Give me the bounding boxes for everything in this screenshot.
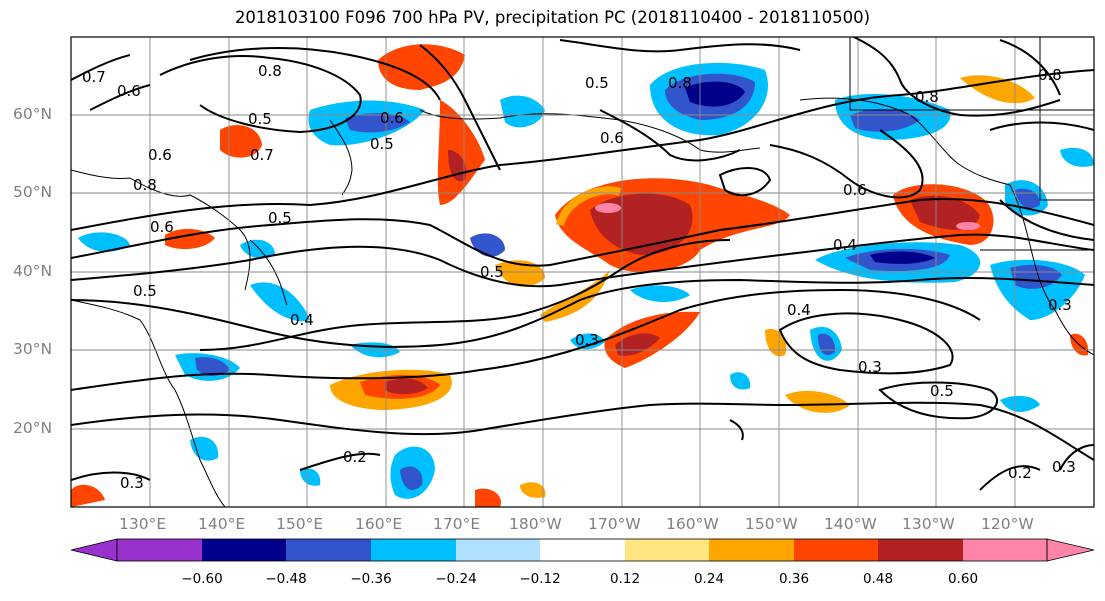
colorbar-segment [878, 539, 963, 561]
precipitation-shading [71, 44, 1094, 507]
colorbar-segment [963, 539, 1047, 561]
lat-label: 20°N [13, 419, 53, 437]
lon-label: 160°W [666, 515, 719, 533]
lon-label: 120°W [981, 515, 1034, 533]
contour-label: 0.7 [82, 68, 106, 86]
contour-label: 0.5 [248, 110, 272, 128]
contour-label: 0.6 [150, 218, 174, 236]
contour-label: 0.5 [370, 135, 394, 153]
colorbar-tick-label: −0.24 [435, 571, 477, 587]
contour-label: 0.5 [480, 263, 504, 281]
colorbar-segment [709, 539, 794, 561]
contour-label: 0.4 [833, 236, 857, 254]
contour-label: 0.6 [843, 181, 867, 199]
colorbar-tick-label: 0.48 [862, 571, 894, 587]
contour-label: 0.8 [668, 74, 692, 92]
contour-label: 0.6 [600, 129, 624, 147]
colorbar-extend-high [1046, 538, 1095, 562]
colorbar-segment [371, 539, 456, 561]
colorbar-tick-label: 0.36 [778, 571, 810, 587]
colorbar-segment [540, 539, 625, 561]
lon-label: 130°W [902, 515, 955, 533]
lat-label: 40°N [13, 262, 53, 280]
colorbar-segment [117, 539, 202, 561]
contour-label: 0.5 [930, 382, 954, 400]
lon-label: 180°W [509, 515, 562, 533]
contour-label: 0.8 [133, 176, 157, 194]
colorbar [70, 538, 1095, 562]
contour-label: 0.6 [117, 82, 141, 100]
contour-label: 0.5 [268, 209, 292, 227]
contour-label: 0.3 [120, 474, 144, 492]
contour-label: 0.3 [1052, 458, 1076, 476]
colorbar-tick-label: −0.36 [350, 571, 392, 587]
contour-label: 0.6 [380, 109, 404, 127]
lon-label: 140°E [198, 515, 246, 533]
lon-label: 150°E [276, 515, 324, 533]
contour-label: 0.6 [148, 146, 172, 164]
colorbar-extend-low [70, 538, 118, 562]
contour-label: 0.4 [290, 311, 314, 329]
colorbar-segment [456, 539, 540, 561]
lon-label: 140°W [824, 515, 877, 533]
pv-contours [71, 37, 1094, 491]
colorbar-tick-label: 0.12 [609, 571, 641, 587]
lat-label: 60°N [13, 105, 53, 123]
lon-label: 150°W [745, 515, 798, 533]
contour-label: 0.5 [585, 74, 609, 92]
contour-label: 0.8 [1038, 66, 1062, 84]
lon-label: 170°E [433, 515, 481, 533]
colorbar-frame [116, 538, 1048, 562]
coastlines [71, 37, 1094, 507]
colorbar-tick-label: 0.24 [693, 571, 725, 587]
colorbar-tick-label: −0.48 [265, 571, 307, 587]
colorbar-tick-label: 0.60 [947, 571, 979, 587]
lat-label: 30°N [13, 340, 53, 358]
contour-label: 0.3 [575, 331, 599, 349]
map-frame [70, 36, 1095, 508]
colorbar-segment [286, 539, 371, 561]
lon-label: 170°W [588, 515, 641, 533]
gridlines [71, 37, 1094, 507]
contour-label: 0.4 [787, 301, 811, 319]
colorbar-tick-label: −0.60 [181, 571, 223, 587]
contour-label: 0.8 [258, 62, 282, 80]
map-title: 2018103100 F096 700 hPa PV, precipitatio… [234, 8, 871, 27]
contour-label: 0.2 [1008, 464, 1032, 482]
contour-labels: 0.7 0.6 0.8 0.6 0.5 0.7 0.6 0.8 0.6 0.5 … [82, 62, 1076, 492]
map-plot-area: 0.7 0.6 0.8 0.6 0.5 0.7 0.6 0.8 0.6 0.5 … [71, 37, 1094, 507]
lat-label: 50°N [13, 183, 53, 201]
colorbar-segment [794, 539, 878, 561]
contour-label: 0.2 [343, 448, 367, 466]
contour-label: 0.7 [250, 146, 274, 164]
colorbar-segment [625, 539, 709, 561]
colorbar-tick-label: −0.12 [519, 571, 561, 587]
contour-label: 0.5 [133, 282, 157, 300]
contour-label: 0.3 [1048, 296, 1072, 314]
contour-label: 0.8 [915, 88, 939, 106]
lon-label: 130°E [119, 515, 167, 533]
colorbar-segment [202, 539, 286, 561]
contour-label: 0.3 [858, 358, 882, 376]
lon-label: 160°E [355, 515, 403, 533]
